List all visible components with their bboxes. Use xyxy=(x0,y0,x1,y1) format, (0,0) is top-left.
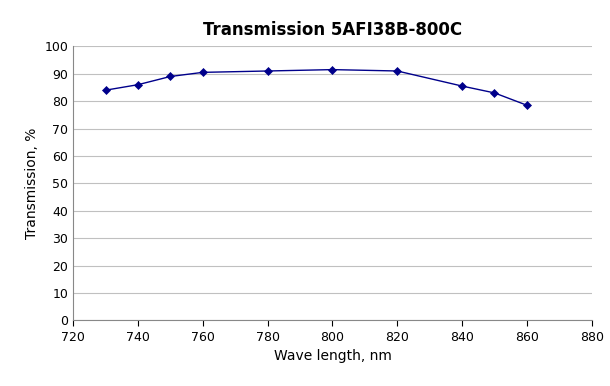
Title: Transmission 5AFI38B-800C: Transmission 5AFI38B-800C xyxy=(203,21,462,39)
X-axis label: Wave length, nm: Wave length, nm xyxy=(273,349,392,363)
Y-axis label: Transmission, %: Transmission, % xyxy=(25,128,39,239)
